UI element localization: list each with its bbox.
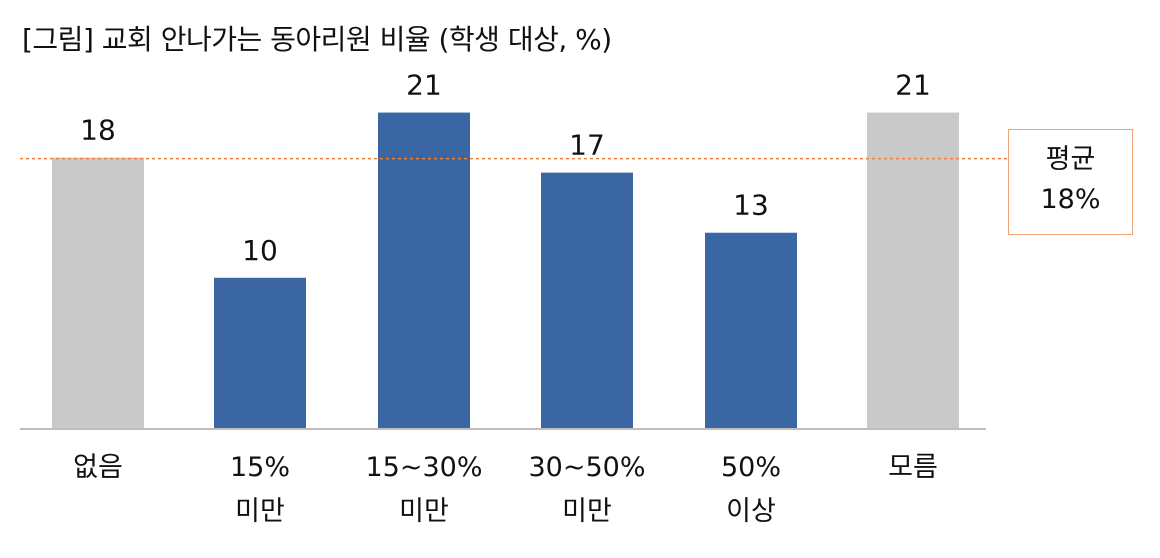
bar-1 [214, 277, 306, 428]
bars-layer [52, 112, 959, 429]
value-label-0: 18 [80, 114, 116, 147]
value-labels-layer: 18 10 21 17 13 21 [80, 69, 931, 267]
value-label-4: 13 [733, 189, 769, 222]
bar-2 [378, 112, 470, 429]
category-label-2: 15~30% 미만 [344, 446, 504, 534]
chart-title: [그림] 교회 안나가는 동아리원 비율 (학생 대상, %) [22, 23, 612, 56]
value-label-3: 17 [569, 129, 605, 162]
category-label-4-line-0: 50% [720, 452, 781, 483]
value-label-5: 21 [895, 69, 931, 102]
category-label-3: 30~50% 미만 [507, 446, 667, 534]
category-label-1-line-1: 미만 [235, 496, 285, 527]
category-label-3-line-1: 미만 [562, 496, 612, 527]
value-label-2: 21 [406, 69, 442, 102]
category-label-4: 50% 이상 [671, 446, 831, 534]
bar-3 [541, 172, 633, 428]
average-label: 평균 [1045, 144, 1096, 175]
category-label-3-line-0: 30~50% [528, 452, 646, 483]
bar-5 [867, 112, 959, 429]
category-label-4-line-1: 이상 [726, 496, 776, 527]
value-label-1: 10 [242, 234, 278, 267]
bar-4 [705, 232, 797, 428]
bar-0 [52, 157, 144, 428]
average-callout: 평균 18% [1008, 129, 1133, 235]
category-label-0: 없음 [18, 446, 178, 490]
category-label-2-line-1: 미만 [399, 496, 449, 527]
category-label-1: 15% 미만 [180, 446, 340, 534]
category-label-1-line-0: 15% [229, 452, 290, 483]
average-value: 18% [1040, 184, 1101, 215]
category-label-5-line-0: 모름 [888, 452, 938, 483]
category-label-0-line-0: 없음 [73, 452, 123, 483]
category-label-2-line-0: 15~30% [365, 452, 483, 483]
category-label-5: 모름 [833, 446, 993, 490]
